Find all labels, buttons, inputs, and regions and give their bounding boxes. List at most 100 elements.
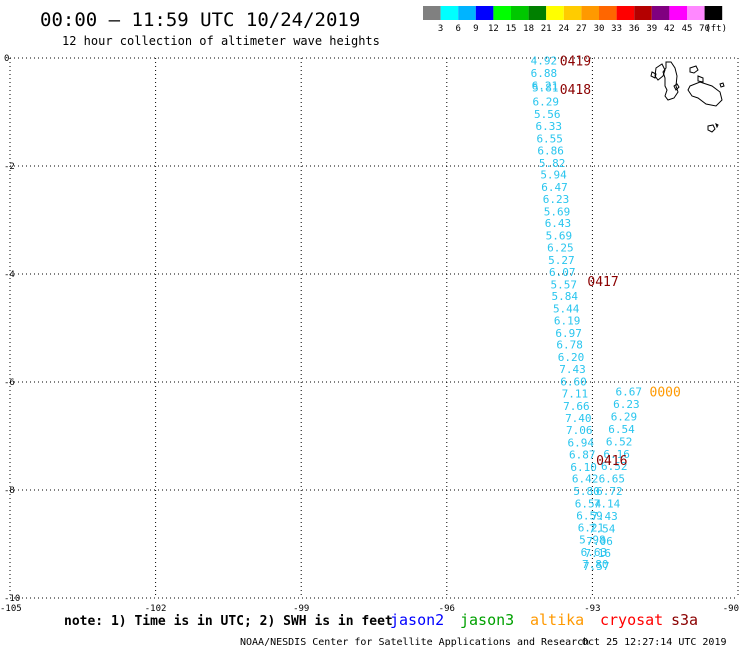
wave-height-label: 6.47 (541, 181, 568, 194)
wave-height-label: 5.69 (546, 230, 573, 243)
pass-time-label: 0416 (596, 454, 627, 469)
lon-tick-label: -99 (293, 604, 309, 614)
pass-time-label: 0419 (560, 55, 591, 70)
wave-height-label: 6.52 (606, 435, 633, 448)
wave-height-label: 6.29 (533, 96, 560, 109)
wave-height-label: 7.43 (559, 363, 586, 376)
legend-value: 45 (682, 24, 693, 34)
satellite-key-jason2: jason2 (390, 611, 444, 629)
wave-height-label: 5.27 (548, 254, 575, 267)
credit-text: NOAA/NESDIS Center for Satellite Applica… (240, 637, 589, 648)
page-title: 00:00 – 11:59 UTC 10/24/2019 (40, 9, 360, 31)
lon-tick-label: -90 (723, 604, 739, 614)
lat-tick-label: -2 (4, 162, 15, 172)
wave-height-label: 6.54 (608, 423, 635, 436)
legend-swatch (458, 6, 476, 20)
wave-height-label: 6.21 (578, 521, 605, 534)
legend-value: 36 (629, 24, 640, 34)
wave-height-label: 5.84 (551, 290, 578, 303)
wave-height-label: 7.66 (563, 400, 590, 413)
lat-tick-label: -8 (4, 486, 15, 496)
wave-height-label: 5.82 (539, 157, 566, 170)
legend-value: 18 (523, 24, 534, 34)
satellite-key-cryosat: cryosat (600, 611, 663, 629)
wave-height-label: 5.56 (534, 108, 561, 121)
wave-height-label: 5.69 (544, 205, 571, 218)
satellite-key-s3a: s3a (671, 611, 698, 629)
wave-height-label: 6.52 (601, 460, 628, 473)
galapagos-coastline (650, 61, 725, 133)
wave-height-label: 6.21 (532, 80, 559, 93)
legend-value: 27 (576, 24, 587, 34)
satellite-key-jason3: jason3 (460, 611, 514, 629)
pass-time-label: 0000 (650, 386, 681, 401)
wave-height-labels: 4.926.886.215.816.295.566.336.556.865.82… (531, 55, 642, 573)
wave-height-label: 6.33 (535, 120, 562, 133)
legend-swatch (440, 6, 459, 20)
wave-height-label: 6.42 (572, 473, 599, 486)
legend-swatch (616, 6, 635, 20)
legend-value: 12 (488, 24, 499, 34)
pass-time-labels: 0419 0418 0417 0416 0000 (560, 55, 681, 469)
wave-height-label: 6.88 (531, 67, 558, 80)
wave-height-label: 5.44 (553, 303, 580, 316)
wave-height-label: 6.94 (568, 436, 595, 449)
legend-swatch (511, 6, 529, 20)
legend-value: 21 (541, 24, 552, 34)
wave-height-label: 6.55 (536, 132, 563, 145)
lat-lon-grid (9, 57, 739, 599)
legend-value: 15 (506, 24, 517, 34)
wave-height-color-legend: 3 6 9 12 15 18 21 24 27 30 33 36 39 42 45 70(ft) (423, 6, 727, 34)
wave-height-label: 6.63 (581, 546, 608, 559)
wave-height-label: 6.23 (543, 193, 570, 206)
wave-height-label: 7.06 (566, 424, 593, 437)
wave-height-label: 4.92 (531, 55, 558, 68)
wave-height-label: 7.54 (589, 522, 616, 535)
wave-height-label: 6.19 (554, 314, 581, 327)
pass-time-label: 0418 (560, 83, 591, 98)
lon-tick-label: -93 (584, 604, 600, 614)
wave-height-label: 5.57 (551, 278, 578, 291)
wave-height-label: 7.16 (584, 547, 611, 560)
legend-value: 39 (646, 24, 657, 34)
wave-height-label: 7.40 (565, 412, 592, 425)
wave-height-label: 7.57 (583, 560, 610, 573)
legend-swatch (546, 6, 564, 20)
legend-swatch (687, 6, 705, 20)
note-text: note: 1) Time is in UTC; 2) SWH is in fe… (64, 614, 393, 629)
legend-value: 33 (611, 24, 622, 34)
legend-unit: (ft) (705, 24, 727, 34)
legend-swatch (475, 6, 494, 20)
wave-height-label: 6.20 (558, 351, 585, 364)
wave-height-label: 6.87 (569, 448, 596, 461)
wave-height-label: 5.94 (540, 169, 567, 182)
wave-height-label: 7.06 (586, 535, 613, 548)
wave-height-label: 6.43 (545, 217, 572, 230)
wave-height-label: 6.25 (547, 242, 574, 255)
lon-tick-label: -102 (145, 604, 167, 614)
wave-height-label: 6.86 (537, 144, 564, 157)
legend-value: 70 (699, 24, 710, 34)
pass-time-label: 0417 (587, 275, 618, 290)
wave-height-label: 7.11 (562, 387, 589, 400)
wave-height-label: 6.54 (575, 498, 602, 511)
legend-swatch (651, 6, 670, 20)
wave-height-label: 6.65 (599, 473, 626, 486)
timestamp-text: Oct 25 12:27:14 UTC 2019 (582, 637, 727, 648)
legend-swatch (581, 6, 599, 20)
satellite-key-altika: altika (530, 611, 584, 629)
legend-value: 9 (473, 24, 478, 34)
wave-height-label: 6.23 (613, 398, 640, 411)
wave-height-label: 6.16 (603, 448, 630, 461)
legend-swatch (423, 6, 441, 20)
legend-swatch (599, 6, 617, 20)
wave-height-label: 7.14 (594, 498, 621, 511)
wave-height-label: 6.29 (611, 411, 638, 424)
lat-tick-label: 0 (4, 54, 9, 64)
satellite-key: jason2 jason3 altika cryosat s3a (390, 611, 698, 629)
wave-height-label: 6.67 (616, 386, 643, 399)
wave-height-label: 6.59 (576, 509, 603, 522)
wave-height-label: 6.10 (570, 461, 597, 474)
wave-height-label: 5.98 (579, 534, 606, 547)
